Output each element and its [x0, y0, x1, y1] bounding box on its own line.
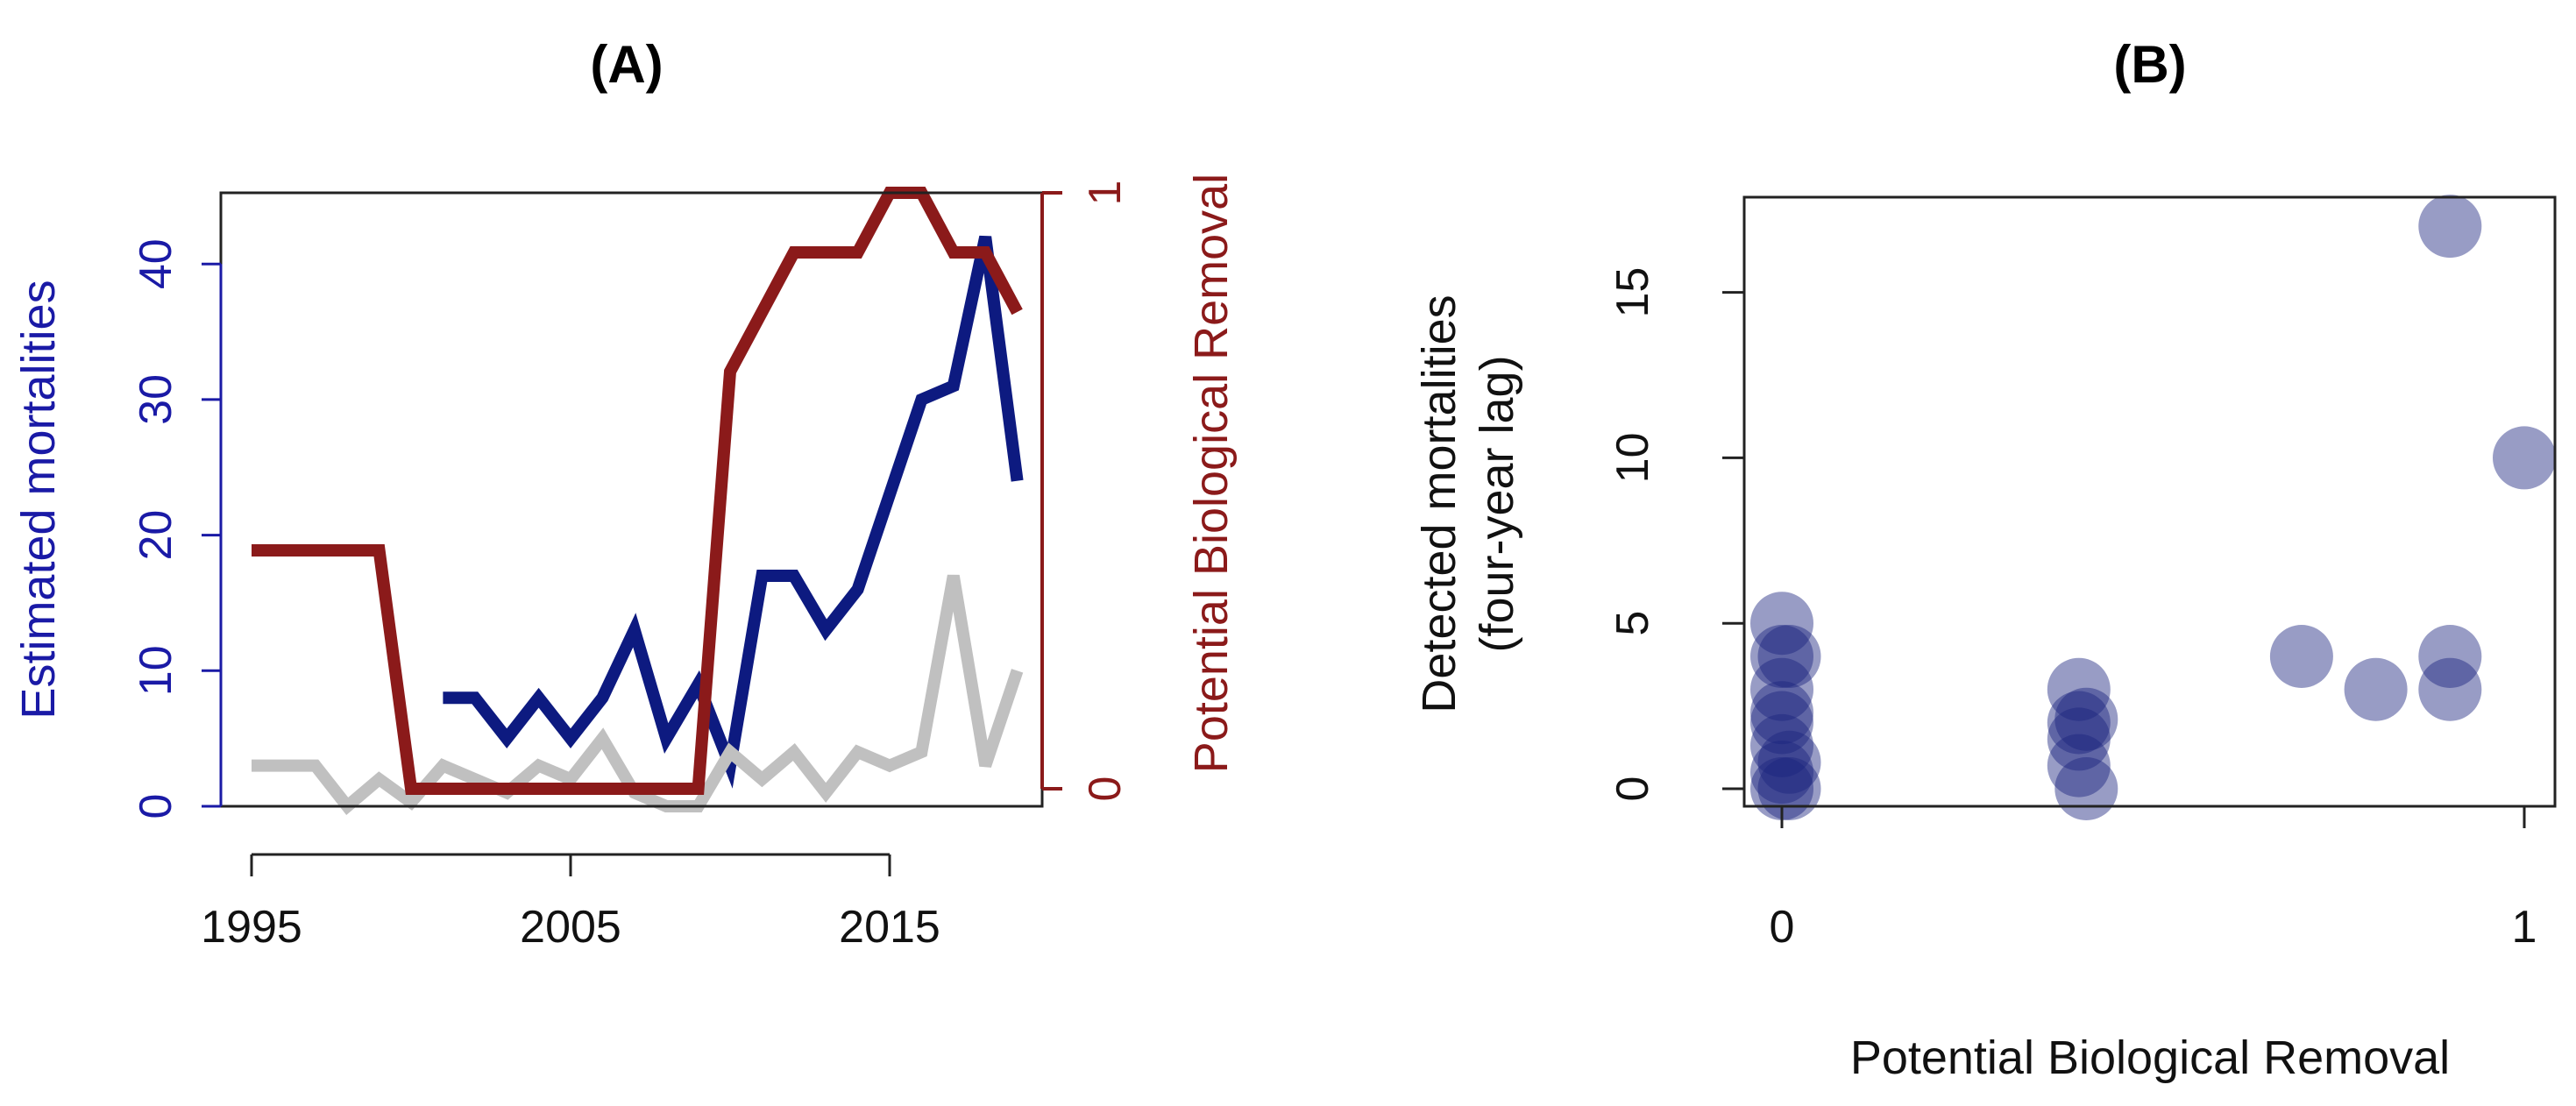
- panel-b-point: [1750, 713, 1813, 777]
- panel-b-point: [1757, 757, 1821, 820]
- panel-b-point: [2418, 625, 2482, 688]
- panel-a-y-tick-label: 0: [131, 794, 181, 819]
- panel-b-point: [1750, 741, 1813, 805]
- panel-a-x-tick-label: 2015: [839, 902, 940, 953]
- panel-a-y-tick-label: 40: [131, 238, 181, 289]
- panel-b-y-tick-label: 15: [1607, 267, 1658, 318]
- panel-b-point: [1750, 757, 1813, 820]
- panel-b-point: [2418, 657, 2482, 721]
- panel-a-y-tick-label: 30: [131, 374, 181, 425]
- panel-b-point: [1757, 730, 1821, 794]
- panel-b-point: [2047, 691, 2111, 755]
- panel-b-point: [2054, 687, 2118, 751]
- panel-a-series-line-2: [252, 574, 1024, 816]
- panel-b-x-axis-label: Potential Biological Removal: [1850, 1032, 2450, 1084]
- panel-a-y-tick-label: 20: [131, 510, 181, 561]
- panel-b-y-tick-label: 0: [1607, 776, 1658, 802]
- panel-a-x-axis: 1995 2005 2015: [201, 853, 940, 953]
- panel-b-point: [2047, 707, 2111, 771]
- panel-b-title: (B): [2113, 35, 2186, 94]
- panel-b-point: [2493, 426, 2556, 490]
- panel-a-title: (A): [590, 35, 663, 94]
- panel-b-points: [1750, 195, 2556, 820]
- panel-b-point: [1750, 681, 1813, 745]
- panel-b-y-tick-label: 5: [1607, 611, 1658, 636]
- panel-b-point: [2418, 195, 2482, 259]
- panel-a-y-tick-label: 10: [131, 645, 181, 696]
- panel-a-y-right-tick-label: 1: [1080, 181, 1131, 206]
- panel-b-point: [1757, 625, 1821, 688]
- panel-b-y-axis: 0 5 10 15: [1607, 267, 1746, 802]
- panel-a-series: [252, 187, 1024, 816]
- panel-b-point: [1750, 625, 1813, 688]
- panel-a-y-axis-label: Estimated mortalities: [12, 280, 65, 719]
- panel-b-y-axis-label: Detected mortalities (four-year lag): [1413, 294, 1523, 713]
- panel-a-y-axis-left: 0 10 20 30 40: [131, 238, 223, 819]
- panel-a-x-tick-label: 2005: [520, 902, 621, 953]
- panel-b-point: [2344, 657, 2408, 721]
- panel-b-point: [1750, 691, 1813, 755]
- panel-b-point: [1750, 592, 1813, 656]
- panel-a-y-axis-right: 01: [1040, 181, 1131, 802]
- panel-b-point: [1750, 657, 1813, 721]
- panel-a-series-line-3: [252, 187, 1023, 795]
- panel-b-x-tick-label: 0: [1770, 902, 1795, 953]
- panel-b-y-tick-label: 10: [1607, 432, 1658, 483]
- panel-b-point: [2047, 734, 2111, 798]
- panel-b-point: [2047, 657, 2111, 721]
- panel-a-y-right-tick-label: 0: [1080, 776, 1131, 802]
- panel-b-x-tick-label: 1: [2512, 902, 2537, 953]
- panel-b-point: [2054, 757, 2118, 820]
- panel-a-x-tick-label: 1995: [201, 902, 302, 953]
- panel-a-plot-frame: [219, 191, 1044, 808]
- panel-b-point: [2269, 625, 2333, 688]
- panel-a-series-line-1: [443, 235, 1024, 789]
- panel-a-y-axis-right-label: Potential Biological Removal: [1185, 174, 1238, 773]
